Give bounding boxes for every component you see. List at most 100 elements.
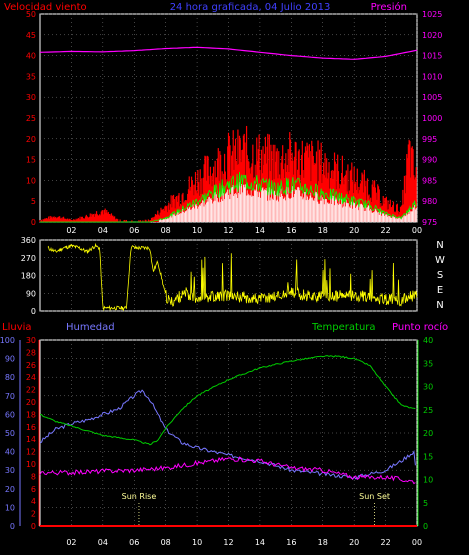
humidity-tick-label: 70 xyxy=(5,392,15,401)
compass-label: E xyxy=(437,285,443,296)
temperature-tick-label: 20 xyxy=(423,429,433,438)
y2-tick-label: 990 xyxy=(422,156,437,165)
y-tick-label: 270 xyxy=(21,254,36,263)
pressure-line xyxy=(39,46,418,60)
temperature-tick-label: 0 xyxy=(423,522,428,531)
x-tick-label: 20 xyxy=(349,226,359,235)
wind-pressure-panel: Velocidad viento 24 hora graficada, 04 J… xyxy=(4,1,442,235)
humidity-tick-label: 10 xyxy=(5,503,15,512)
y-tick-label: 10 xyxy=(26,176,36,185)
x-tick-label: 18 xyxy=(318,538,328,547)
y2-tick-label: 980 xyxy=(422,197,437,206)
y-tick-label: 30 xyxy=(26,93,36,102)
y2-tick-label: 1025 xyxy=(422,10,442,19)
temp-humidity-panel: Lluvia Humedad Temperatura Punto rocío 0… xyxy=(0,321,448,547)
left-axis-title: Velocidad viento xyxy=(4,2,87,13)
y2-tick-label: 1020 xyxy=(422,31,442,40)
y2-tick-label: 985 xyxy=(422,176,437,185)
x-tick-label: 20 xyxy=(349,538,359,547)
temperature-tick-label: 25 xyxy=(423,406,433,415)
dewpoint-line xyxy=(39,456,416,485)
sunrise-label: Sun Rise xyxy=(122,492,157,501)
y-tick-label: 5 xyxy=(31,197,36,206)
y-tick-label: 40 xyxy=(26,52,36,61)
x-tick-label: 02 xyxy=(66,538,76,547)
chart-title: 24 hora graficada, 04 Julio 2013 xyxy=(170,2,331,13)
rain-tick-label: 26 xyxy=(26,361,36,370)
y2-tick-label: 1005 xyxy=(422,93,442,102)
x-tick-label: 02 xyxy=(66,226,76,235)
humidity-tick-label: 90 xyxy=(5,355,15,364)
rain-tick-label: 12 xyxy=(26,448,36,457)
y-tick-label: 15 xyxy=(26,156,36,165)
compass-label: N xyxy=(436,300,443,311)
x-tick-label: 22 xyxy=(380,538,390,547)
rain-tick-label: 8 xyxy=(31,472,36,481)
y-tick-label: 45 xyxy=(26,31,36,40)
humidity-tick-label: 80 xyxy=(5,373,15,382)
humidity-tick-label: 0 xyxy=(10,522,15,531)
y-tick-label: 0 xyxy=(31,218,36,227)
x-tick-label: 06 xyxy=(129,226,139,235)
humidity-tick-label: 20 xyxy=(5,485,15,494)
rain-tick-label: 16 xyxy=(26,423,36,432)
x-tick-label: 10 xyxy=(192,226,202,235)
x-tick-label: 08 xyxy=(161,226,171,235)
y-tick-label: 50 xyxy=(26,10,36,19)
y-tick-label: 360 xyxy=(21,236,36,245)
temperature-line xyxy=(40,355,416,446)
y2-tick-label: 1000 xyxy=(422,114,442,123)
rain-tick-label: 20 xyxy=(26,398,36,407)
y-tick-label: 25 xyxy=(26,114,36,123)
wind-average-line xyxy=(40,171,417,223)
x-tick-label: 00 xyxy=(412,226,422,235)
humidity-line xyxy=(39,389,416,481)
compass-label: S xyxy=(437,270,443,281)
temperature-tick-label: 15 xyxy=(423,452,433,461)
humidity-tick-label: 60 xyxy=(5,410,15,419)
rain-axis-title: Lluvia xyxy=(2,322,32,333)
x-tick-label: 12 xyxy=(223,538,233,547)
temperature-tick-label: 40 xyxy=(423,336,433,345)
humidity-axis-title: Humedad xyxy=(66,322,115,333)
x-tick-label: 22 xyxy=(380,226,390,235)
y-tick-label: 0 xyxy=(31,307,36,316)
rain-tick-label: 28 xyxy=(26,348,36,357)
temperature-tick-label: 30 xyxy=(423,383,433,392)
temperature-axis-title: Temperatura xyxy=(311,322,376,333)
x-tick-label: 12 xyxy=(223,226,233,235)
y-tick-label: 20 xyxy=(26,135,36,144)
y2-tick-label: 995 xyxy=(422,135,437,144)
dewpoint-axis-title: Punto rocío xyxy=(392,321,448,333)
y2-tick-label: 1010 xyxy=(422,72,442,81)
temperature-tick-label: 10 xyxy=(423,476,433,485)
right-axis-title: Presión xyxy=(371,1,407,13)
y-tick-label: 90 xyxy=(26,289,36,298)
humidity-tick-label: 100 xyxy=(0,336,15,345)
compass-label: W xyxy=(435,255,445,266)
x-tick-label: 04 xyxy=(98,538,108,547)
x-tick-label: 14 xyxy=(255,538,265,547)
x-tick-label: 04 xyxy=(98,226,108,235)
humidity-tick-label: 30 xyxy=(5,466,15,475)
x-tick-label: 14 xyxy=(255,226,265,235)
rain-tick-label: 30 xyxy=(26,336,36,345)
x-tick-label: 16 xyxy=(286,538,296,547)
rain-tick-label: 6 xyxy=(31,485,36,494)
rain-tick-label: 18 xyxy=(26,410,36,419)
x-tick-label: 08 xyxy=(161,538,171,547)
rain-tick-label: 14 xyxy=(26,435,36,444)
y2-tick-label: 975 xyxy=(422,218,437,227)
x-tick-label: 18 xyxy=(318,226,328,235)
rain-tick-label: 22 xyxy=(26,386,36,395)
rain-tick-label: 0 xyxy=(31,522,36,531)
wind-direction-line xyxy=(47,242,418,312)
x-tick-label: 16 xyxy=(286,226,296,235)
temperature-tick-label: 5 xyxy=(423,499,428,508)
rain-tick-label: 4 xyxy=(31,497,36,506)
humidity-tick-label: 50 xyxy=(5,429,15,438)
rain-tick-label: 10 xyxy=(26,460,36,469)
x-tick-label: 10 xyxy=(192,538,202,547)
